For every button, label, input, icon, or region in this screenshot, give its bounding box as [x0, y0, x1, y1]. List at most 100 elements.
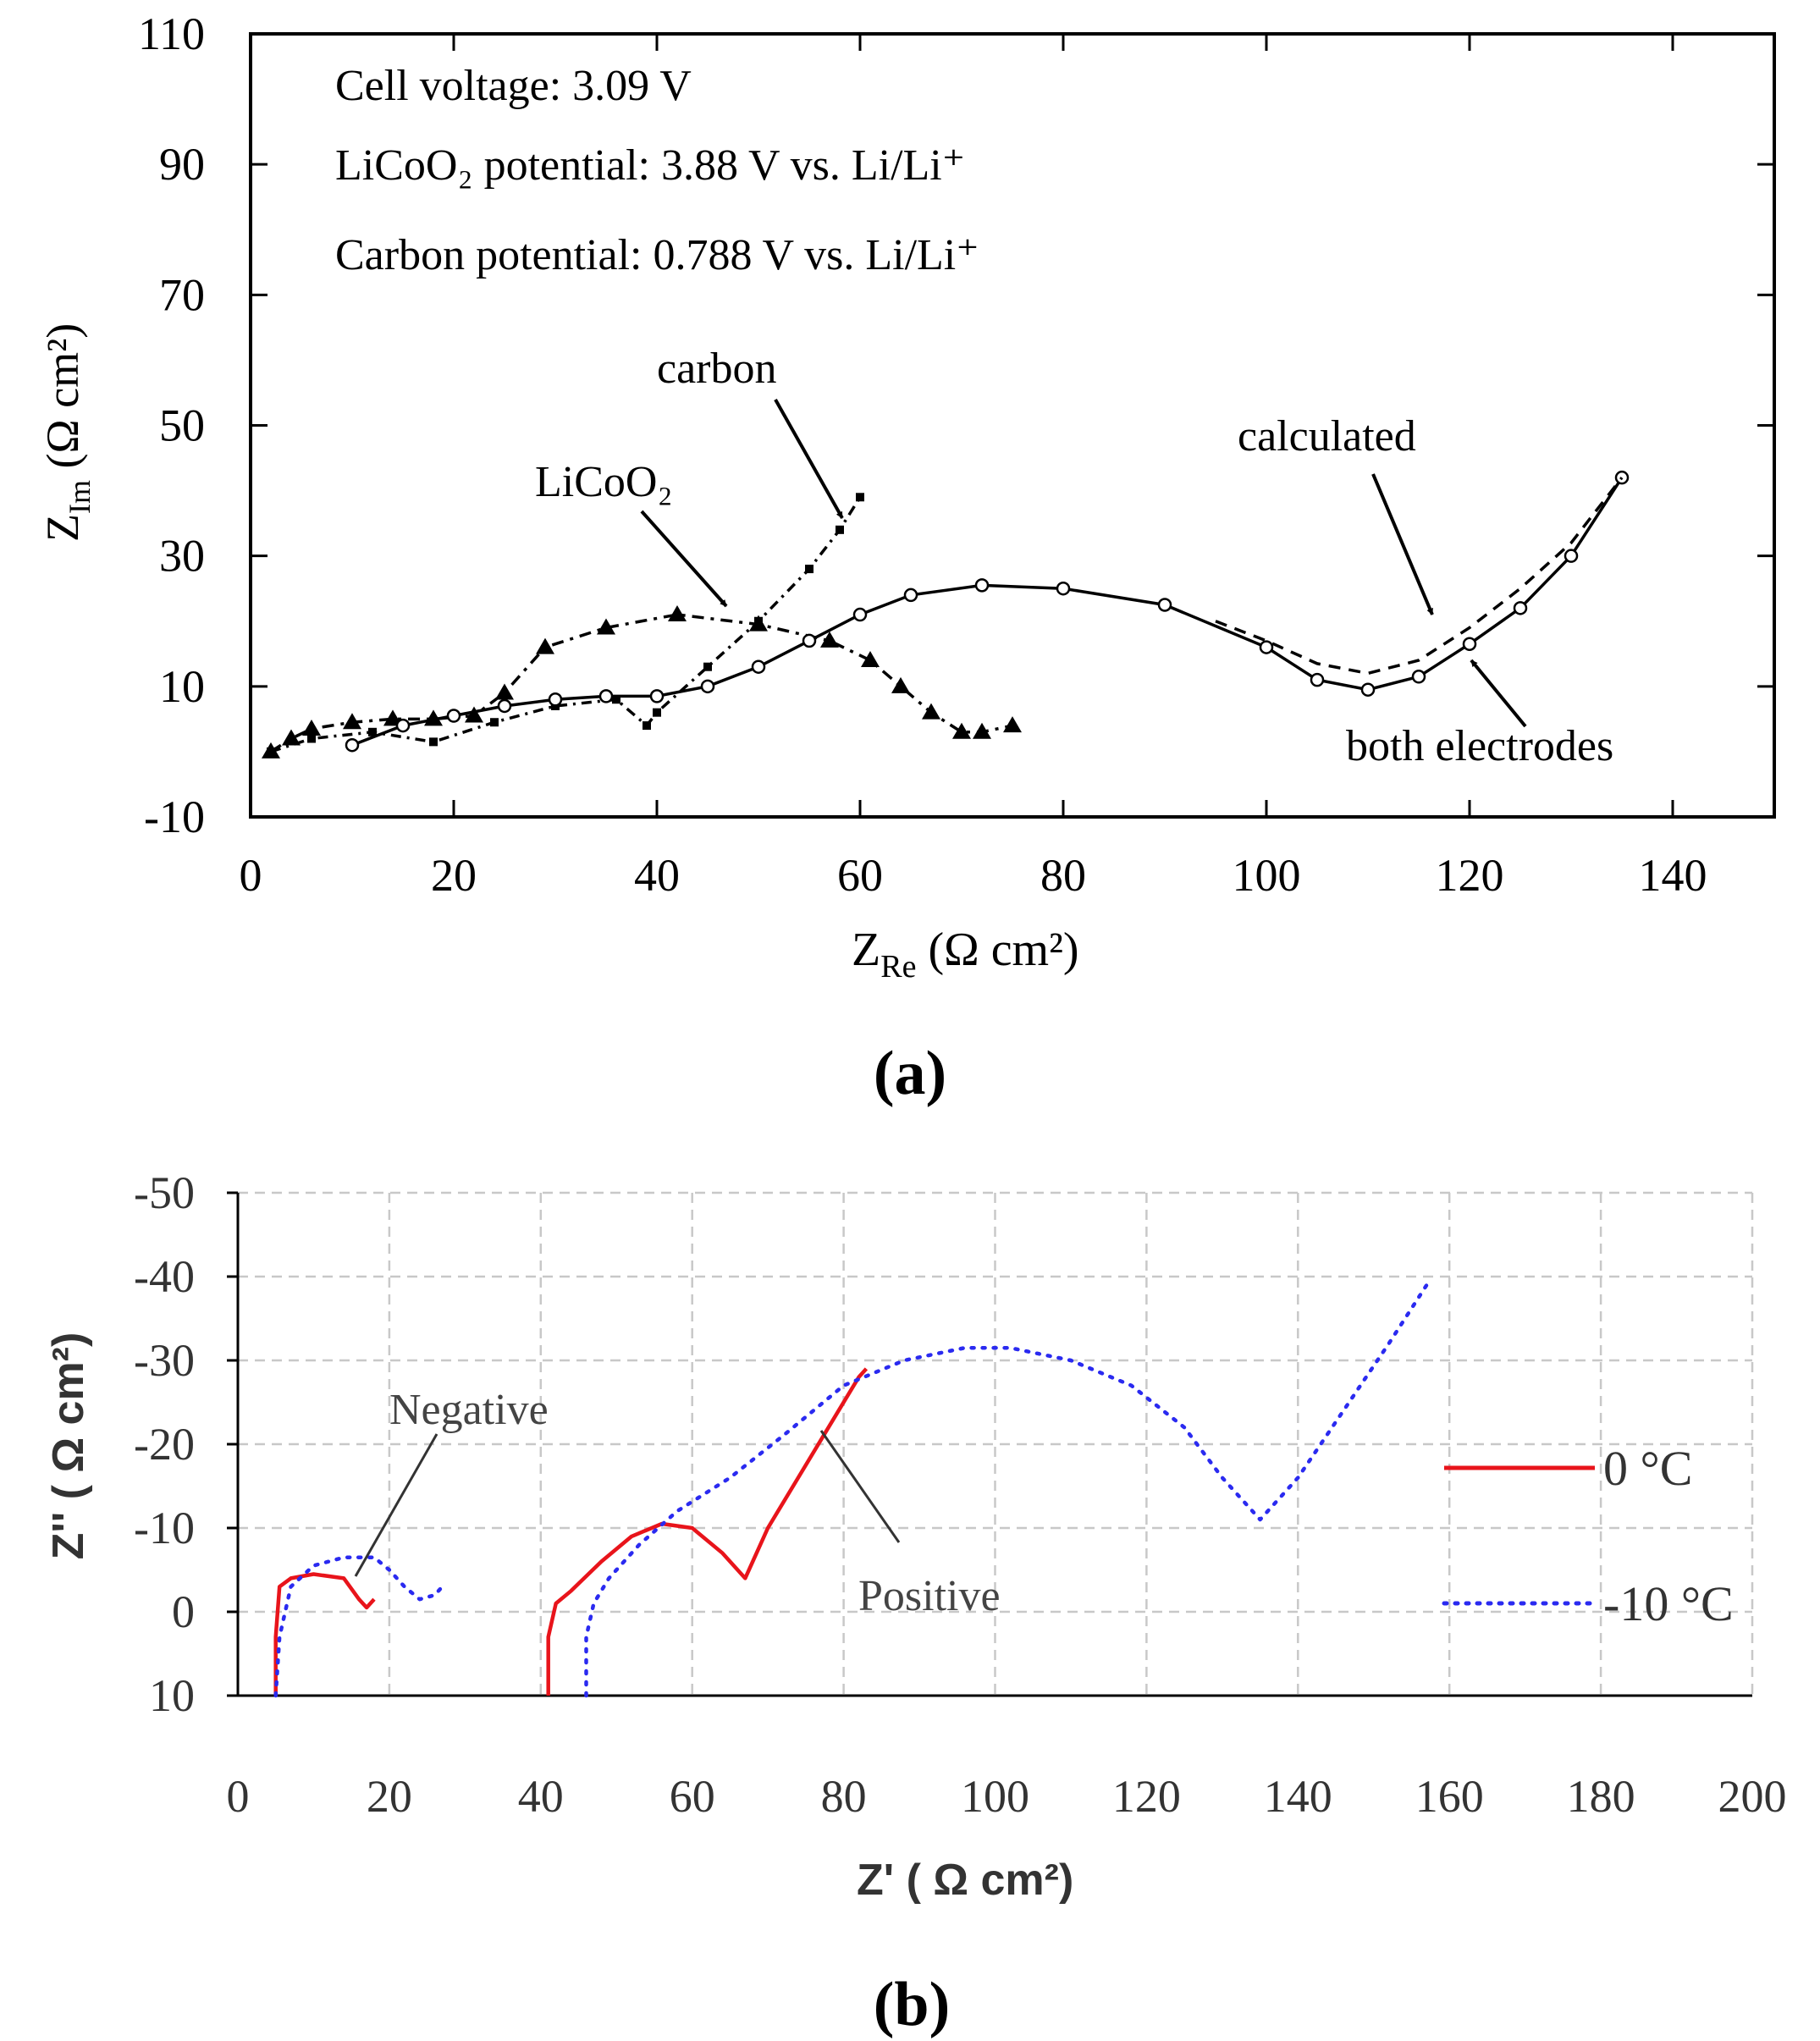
- y-tick-label: 10: [149, 1670, 195, 1721]
- data-point: [802, 633, 817, 648]
- y-tick-label: 70: [159, 269, 205, 320]
- arrow-licoo2: [640, 510, 728, 608]
- data-point: [368, 727, 377, 736]
- svg-text:ZRe (Ω cm²): ZRe (Ω cm²): [852, 924, 1079, 985]
- data-point: [1564, 549, 1579, 563]
- data-point: [548, 692, 563, 707]
- data-point: [861, 651, 880, 667]
- data-point: [1310, 672, 1325, 687]
- series-0-c: [273, 1367, 869, 1696]
- panel-b-grid: [238, 1191, 1754, 1696]
- data-point: [1259, 640, 1274, 654]
- data-point: [856, 493, 864, 502]
- data-point: [703, 662, 712, 671]
- data-point: [973, 722, 991, 739]
- x-tick-label: 60: [837, 850, 883, 901]
- y-tick-label: 30: [159, 531, 205, 582]
- y-tick-label: 10: [159, 661, 205, 712]
- x-tick-label: 120: [1112, 1771, 1181, 1822]
- panel-a-y-ticks: -10 10 30 50 70 90 110: [138, 8, 1774, 842]
- y-tick-label: 0: [172, 1586, 195, 1637]
- panel-a-info-line-3: Carbon potential: 0.788 V vs. Li/Li⁺: [335, 231, 979, 279]
- panel-a-info-line-1: Cell voltage: 3.09 V: [335, 62, 692, 110]
- series-line-10-c: [584, 1283, 1429, 1698]
- data-point: [597, 618, 615, 635]
- annotation-both-electrodes: both electrodes: [1346, 722, 1613, 770]
- panel-b-x-ticks: 0 20 40 60 80 100 120 140 160 180 200: [227, 1771, 1787, 1822]
- data-point: [836, 525, 844, 534]
- pointer-positive: [819, 1430, 901, 1543]
- series-line-calculated: [1215, 477, 1624, 676]
- data-point: [267, 747, 275, 756]
- arrow-both-electrodes: [1470, 659, 1527, 728]
- svg-text:ZIm (Ω cm²): ZIm (Ω cm²): [37, 323, 97, 542]
- data-point: [852, 607, 868, 622]
- x-tick-label: 80: [821, 1771, 867, 1822]
- x-label-sub: Re: [880, 949, 916, 985]
- data-point: [649, 689, 665, 703]
- panel-b-y-axis-label-wrap: Z'' ( Ω cm²): [44, 1332, 93, 1560]
- panel-b-y-ticks: -50 -40 -30 -20 -10 0 10: [134, 1167, 238, 1721]
- data-point: [282, 729, 301, 746]
- series-line-10-c: [273, 1555, 444, 1698]
- data-point: [952, 722, 971, 739]
- data-point: [922, 703, 940, 720]
- data-point: [343, 713, 361, 730]
- data-point: [598, 689, 614, 703]
- data-point: [1157, 598, 1172, 612]
- data-point: [668, 605, 687, 622]
- series-calculated: [1215, 477, 1624, 676]
- data-point: [754, 616, 763, 626]
- x-label-units: (Ω cm²): [928, 924, 1078, 976]
- x-tick-label: 180: [1567, 1771, 1635, 1822]
- legend-label-minus10c: -10 °C: [1603, 1576, 1734, 1631]
- panel-label-a: (a): [874, 1039, 946, 1108]
- annotation-licoo2: LiCoO₂: [535, 458, 673, 506]
- legend-label-0c: 0 °C: [1603, 1441, 1692, 1496]
- data-point: [820, 631, 839, 648]
- series-line-carbon: [270, 496, 862, 753]
- annotation-positive: Positive: [858, 1572, 1001, 1620]
- data-point: [395, 718, 411, 733]
- y-tick-label: -10: [144, 792, 205, 842]
- panel-b-chart: -50 -40 -30 -20 -10 0 10 0 20 40 60 80 100 120 140 160…: [44, 1167, 1787, 2039]
- data-point: [1614, 470, 1630, 485]
- data-point: [751, 659, 766, 674]
- data-point: [446, 709, 461, 723]
- data-point: [429, 737, 438, 747]
- panel-a-chart: -10 10 30 50 70 90 110 0 20 40 60 80 100 120 140 Cell…: [37, 8, 1776, 1108]
- x-tick-label: 140: [1264, 1771, 1332, 1822]
- x-tick-label: 40: [634, 850, 680, 901]
- y-label-main: Z: [37, 514, 88, 542]
- y-tick-label: 50: [159, 400, 205, 451]
- panel-b-y-axis-label: Z'' ( Ω cm²): [44, 1332, 93, 1560]
- data-point: [891, 676, 910, 693]
- panel-b-x-axis-label: Z' ( Ω cm²): [857, 1856, 1073, 1905]
- annotation-carbon: carbon: [657, 345, 776, 393]
- data-point: [1411, 670, 1426, 684]
- data-point: [1003, 716, 1022, 733]
- data-point: [307, 734, 316, 743]
- series-10-c: [273, 1283, 1429, 1698]
- data-point: [495, 683, 514, 700]
- data-point: [612, 695, 620, 704]
- data-point: [490, 718, 499, 727]
- y-tick-label: -10: [134, 1503, 195, 1553]
- annotation-negative: Negative: [389, 1386, 549, 1434]
- data-point: [1462, 637, 1477, 651]
- panel-a-x-axis-label: ZRe (Ω cm²): [852, 924, 1079, 985]
- x-tick-label: 0: [240, 850, 262, 901]
- pointer-negative: [354, 1433, 438, 1577]
- data-point: [465, 706, 483, 723]
- y-tick-label: -20: [134, 1419, 195, 1470]
- x-tick-label: 120: [1436, 850, 1504, 901]
- data-point: [643, 721, 651, 731]
- data-point: [302, 719, 321, 736]
- x-tick-label: 140: [1639, 850, 1707, 901]
- panel-a-y-axis-label: ZIm (Ω cm²): [37, 323, 97, 542]
- panel-b-series: [273, 1283, 1429, 1698]
- series-carbon: [267, 493, 864, 756]
- data-point: [1513, 601, 1528, 615]
- x-tick-label: 160: [1415, 1771, 1484, 1822]
